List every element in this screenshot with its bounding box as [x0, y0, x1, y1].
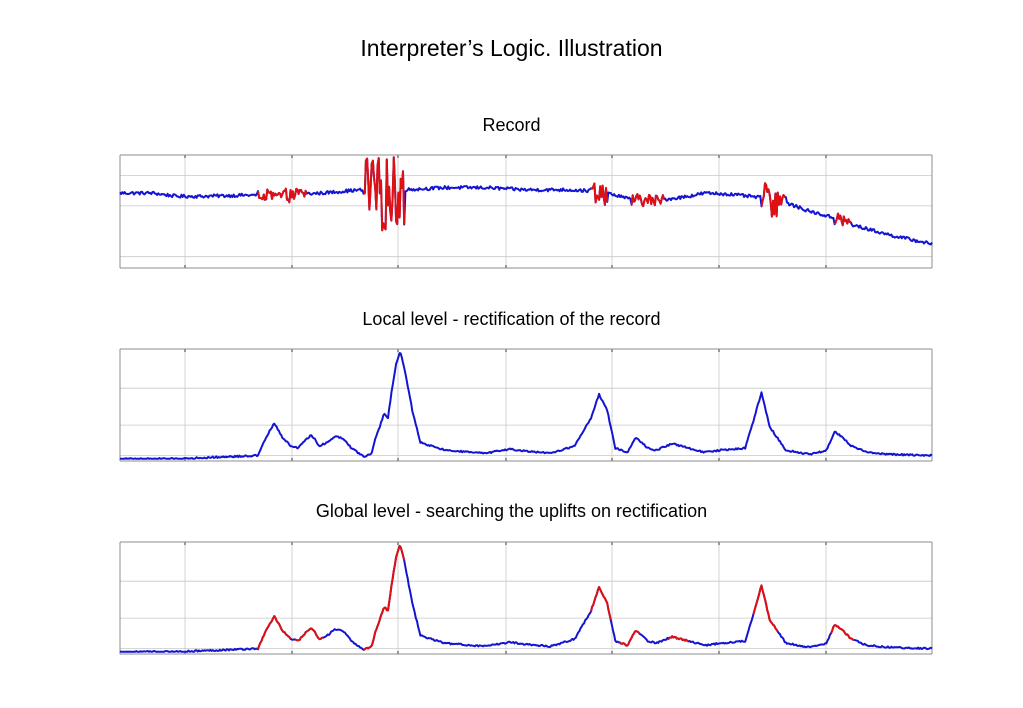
highlight-segment-1	[257, 615, 292, 650]
signal-line	[119, 544, 933, 653]
highlight-segment-4	[590, 586, 612, 620]
record-panel-title: Record	[482, 115, 541, 135]
global-level-panel-title: Global level - searching the uplifts on …	[315, 501, 708, 521]
signal-line	[119, 352, 933, 460]
figure-title: Interpreter’s Logic. Illustration	[360, 35, 663, 61]
highlight-segment-3	[590, 182, 609, 206]
highlight-segment-3	[363, 544, 406, 651]
highlight-segment-2	[294, 627, 324, 642]
signal-line	[119, 156, 933, 246]
highlight-segment-6	[833, 212, 852, 227]
highlight-segment-1	[257, 187, 308, 204]
local-level-panel-title: Local level - rectification of the recor…	[362, 309, 661, 329]
highlight-segment-6	[667, 635, 689, 643]
highlight-segment-5	[760, 182, 786, 218]
highlight-segment-5	[619, 630, 641, 647]
highlight-segment-2	[363, 156, 406, 232]
record-panel	[119, 154, 933, 269]
local-level-panel	[119, 348, 933, 462]
global-level-panel	[119, 541, 933, 655]
highlight-segment-7	[752, 584, 779, 633]
highlight-segment-4	[630, 193, 665, 208]
highlight-segment-8	[830, 624, 855, 641]
